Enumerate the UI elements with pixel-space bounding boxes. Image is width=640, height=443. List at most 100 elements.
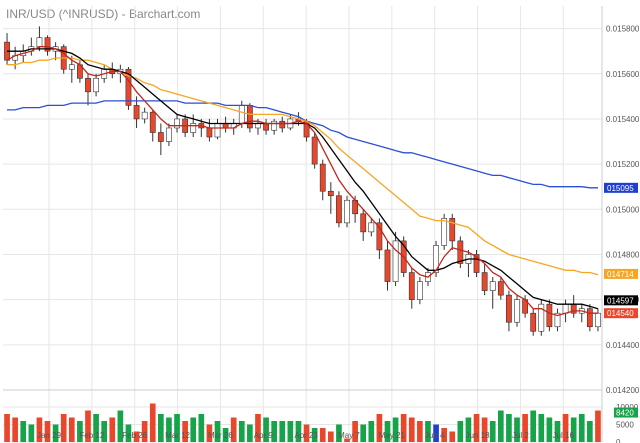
chart-title: INR/USD (^INRUSD) - Barchart.com	[6, 7, 201, 21]
volume-bar	[133, 431, 140, 442]
volume-tick-label: 10000	[616, 403, 639, 412]
volume-bar	[287, 421, 294, 442]
price-badge-label: 014714	[607, 270, 634, 279]
volume-bar	[4, 414, 10, 442]
candle-body	[327, 190, 334, 197]
y-tick-label: 0.015000	[606, 205, 640, 214]
volume-bar	[68, 417, 75, 442]
price-badge	[604, 182, 638, 193]
volume-bar	[125, 424, 132, 442]
candle-body	[68, 64, 75, 70]
x-tick-label: Jul 16	[553, 431, 575, 440]
volume-tick-label: 5000	[616, 421, 634, 430]
candle-body	[344, 199, 350, 224]
volume-bar	[311, 428, 318, 442]
volume-bar	[141, 421, 148, 442]
candle-body	[457, 240, 464, 264]
volume-bar	[158, 414, 164, 442]
x-tick-label: Apr 9	[254, 431, 274, 440]
volume-bar	[554, 421, 561, 442]
volume-bar	[433, 424, 439, 442]
volume-bar	[319, 428, 326, 442]
candle-body	[141, 111, 148, 120]
volume-bar	[295, 421, 302, 442]
volume-bar	[465, 417, 472, 442]
price-badge	[604, 268, 638, 279]
y-tick-label: 0.014200	[606, 386, 640, 395]
volume-bar	[481, 417, 488, 442]
volume-bar	[20, 421, 27, 442]
candle-body	[408, 272, 415, 300]
candle-body	[149, 111, 156, 133]
volume-bar	[101, 421, 108, 442]
volume-bar	[506, 414, 512, 442]
volume-bar	[303, 424, 310, 442]
volume-bar	[376, 414, 383, 442]
volume-tick-label: 0	[616, 438, 621, 443]
volume-bar	[360, 424, 367, 442]
x-tick-label: May 7	[338, 431, 360, 440]
candle-body	[279, 120, 286, 129]
volume-bar	[198, 414, 205, 442]
volume-bar	[190, 417, 197, 442]
volume-bar	[271, 421, 278, 442]
candle-body	[514, 299, 520, 323]
candle-body	[384, 249, 391, 282]
volume-bar	[392, 417, 399, 442]
volume-bar	[522, 414, 528, 442]
volume-layer	[4, 403, 601, 442]
volume-bar	[327, 431, 334, 442]
price-badge-label: 014540	[607, 309, 634, 318]
volume-bar	[28, 424, 35, 442]
volume-bar	[60, 414, 67, 442]
candle-body	[376, 222, 383, 251]
volume-bar	[400, 414, 407, 442]
volume-bar	[352, 421, 358, 442]
volume-bar	[570, 417, 577, 442]
volume-bar	[562, 414, 569, 442]
candle-body	[238, 105, 245, 124]
volume-bar	[441, 428, 447, 442]
volume-bar	[417, 421, 423, 442]
x-tick-label: Jan 29	[37, 431, 62, 440]
volume-bar	[77, 421, 83, 442]
candle-body	[190, 123, 197, 133]
volume-bar	[52, 424, 59, 442]
candle-body	[336, 195, 342, 224]
volume-bar	[85, 410, 91, 442]
price-badge-label: 015095	[607, 184, 634, 193]
volume-bar	[457, 421, 464, 442]
volume-bar	[384, 421, 391, 442]
volume-bar	[538, 414, 545, 442]
volume-bar	[546, 417, 553, 442]
candle-body	[166, 127, 172, 142]
volume-bar	[578, 414, 585, 442]
candle-body	[554, 312, 561, 328]
y-tick-label: 0.015600	[606, 70, 640, 79]
volume-bar	[109, 417, 116, 442]
volume-bar	[247, 424, 253, 442]
candles-layer	[4, 26, 601, 336]
candle-body	[93, 77, 99, 93]
x-tick-label: Mar 12	[165, 431, 190, 440]
volume-bar	[149, 403, 156, 442]
ma-mid-line	[7, 48, 599, 310]
y-tick-label: 0.015800	[606, 25, 640, 34]
volume-bar	[206, 424, 213, 442]
x-tick-label: Apr 23	[294, 431, 318, 440]
candle-body	[530, 312, 537, 332]
candle-body	[506, 294, 512, 323]
volume-bar	[344, 438, 350, 442]
candle-body	[133, 105, 140, 120]
volume-bar	[238, 421, 245, 442]
volume-bar	[263, 417, 269, 442]
volume-bar	[497, 410, 504, 442]
axis-labels-layer: 0.015800 0.015600 0.015400 0.015200 0.015000…	[37, 25, 640, 443]
volume-bar	[166, 417, 172, 442]
volume-bar	[174, 414, 180, 442]
y-tick-label: 0.015200	[606, 160, 640, 169]
volume-bar	[214, 421, 221, 442]
candle-body	[586, 308, 593, 328]
candle-body	[538, 303, 545, 332]
